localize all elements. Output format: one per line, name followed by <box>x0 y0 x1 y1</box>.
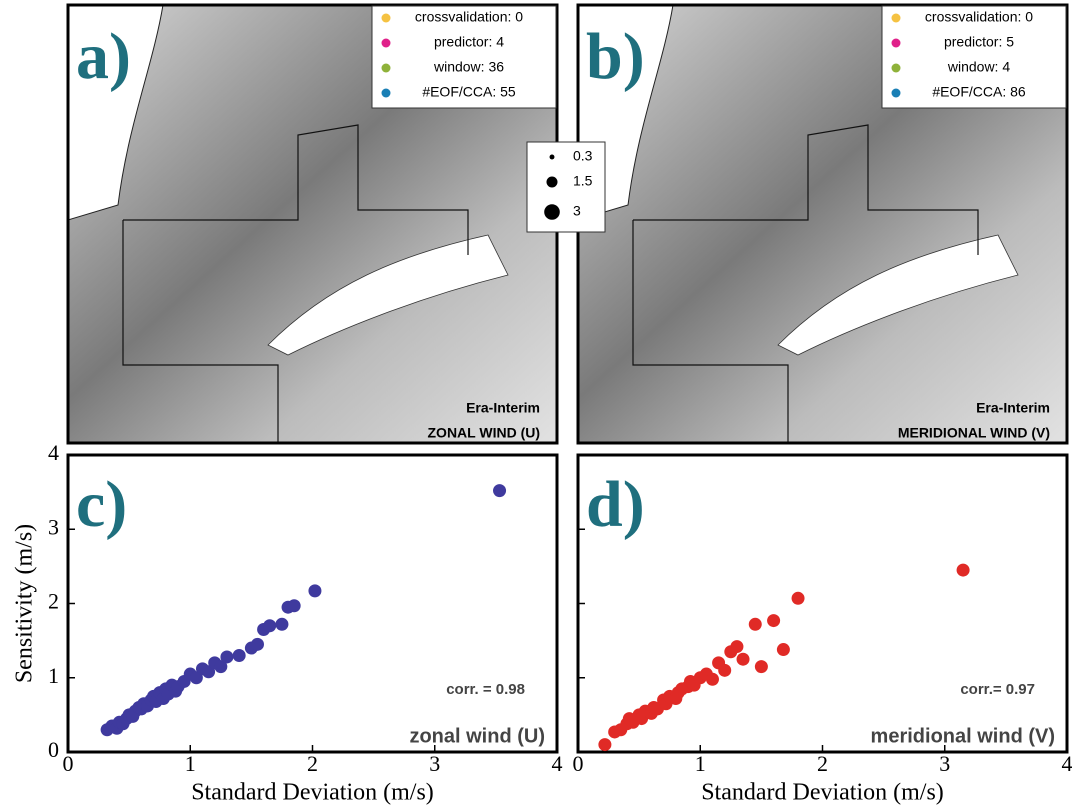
data-point <box>749 618 762 631</box>
data-point <box>233 649 246 662</box>
legend-dot <box>382 14 391 23</box>
data-point <box>957 564 970 577</box>
data-point <box>777 643 790 656</box>
figure: crossvalidation: 0 predictor: 4 window: 36… <box>0 0 1072 812</box>
data-point <box>251 638 264 651</box>
x-axis-label: Standard Deviation (m/s) <box>191 780 434 806</box>
legend-label: crossvalidation: 0 <box>415 9 523 25</box>
series-name: meridional wind (V) <box>871 725 1055 747</box>
legend-label: #EOF/CCA: 55 <box>422 84 516 100</box>
y-axis-label: Sensitivity (m/s) <box>12 524 38 683</box>
annotation: corr.= 0.97 <box>960 681 1035 698</box>
x-tick-label: 1 <box>695 751 706 776</box>
x-tick-label: 0 <box>63 751 74 776</box>
variable-label: MERIDIONAL WIND (V) <box>898 425 1050 441</box>
legend-label: predictor: 4 <box>434 34 504 50</box>
y-tick-label: 1 <box>48 663 59 688</box>
data-point <box>220 650 233 663</box>
source-label: Era-Interim <box>466 400 540 416</box>
y-tick-label: 4 <box>48 440 59 465</box>
x-tick-label: 3 <box>939 751 950 776</box>
panel-label: a) <box>76 20 131 93</box>
size-legend-box <box>527 142 605 232</box>
y-tick-label: 0 <box>48 737 59 762</box>
y-tick-label: 2 <box>48 589 59 614</box>
size-legend-label: 3 <box>573 203 581 219</box>
legend-dot <box>382 64 391 73</box>
data-point <box>263 619 276 632</box>
x-axis-label: Standard Deviation (m/s) <box>701 780 944 806</box>
x-tick-label: 0 <box>573 751 584 776</box>
data-point <box>767 614 780 627</box>
x-tick-label: 1 <box>185 751 196 776</box>
data-point <box>755 660 768 673</box>
size-legend-label: 0.3 <box>573 148 593 164</box>
source-label: Era-Interim <box>976 400 1050 416</box>
data-point <box>493 484 506 497</box>
data-point <box>598 738 611 751</box>
legend-dot <box>892 14 901 23</box>
legend-label: predictor: 5 <box>944 34 1014 50</box>
size-legend-label: 1.5 <box>573 173 593 189</box>
x-tick-label: 2 <box>817 751 828 776</box>
data-point <box>737 653 750 666</box>
panel-label: c) <box>76 468 127 541</box>
legend-dot <box>382 89 391 98</box>
data-point <box>706 673 719 686</box>
legend-dot <box>892 64 901 73</box>
legend-label: window: 36 <box>433 59 504 75</box>
size-legend-dot <box>544 204 560 220</box>
legend-dot <box>892 39 901 48</box>
legend-label: #EOF/CCA: 86 <box>932 84 1026 100</box>
size-legend-dot <box>546 176 557 187</box>
panel-label: d) <box>586 468 645 541</box>
series-name: zonal wind (U) <box>409 725 545 747</box>
x-tick-label: 2 <box>307 751 318 776</box>
legend-dot <box>382 39 391 48</box>
data-point <box>275 618 288 631</box>
data-point <box>718 664 731 677</box>
x-tick-label: 3 <box>429 751 440 776</box>
x-tick-label: 4 <box>552 751 563 776</box>
data-point <box>730 640 743 653</box>
x-tick-label: 4 <box>1062 751 1072 776</box>
legend-label: window: 4 <box>947 59 1010 75</box>
data-point <box>308 584 321 597</box>
panel-label: b) <box>586 20 645 93</box>
data-point <box>288 599 301 612</box>
variable-label: ZONAL WIND (U) <box>428 425 541 441</box>
data-point <box>792 592 805 605</box>
legend-label: crossvalidation: 0 <box>925 9 1033 25</box>
annotation: corr. = 0.98 <box>446 681 525 698</box>
y-tick-label: 3 <box>48 514 59 539</box>
size-legend-dot <box>550 155 555 160</box>
legend-dot <box>892 89 901 98</box>
